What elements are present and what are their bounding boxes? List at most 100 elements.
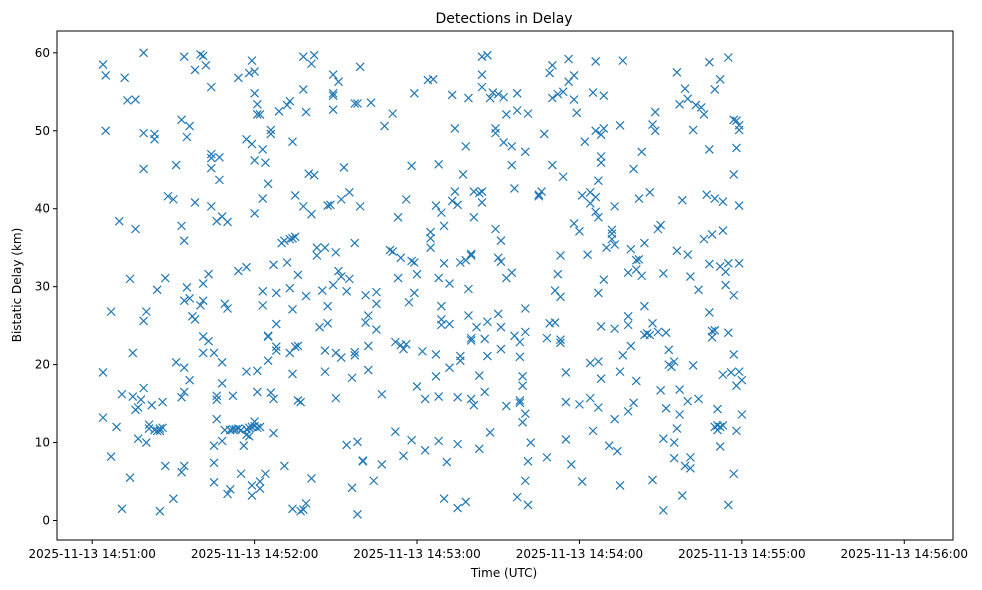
data-point <box>339 162 349 172</box>
data-point <box>298 85 308 94</box>
data-point <box>315 322 324 332</box>
data-points <box>98 48 747 519</box>
data-point <box>485 428 495 437</box>
data-point <box>301 498 311 508</box>
y-tick-label: 20 <box>35 358 50 372</box>
data-point <box>198 51 208 61</box>
data-point <box>155 424 165 433</box>
data-point <box>122 95 132 105</box>
x-axis-ticks: 2025-11-13 14:51:00 2025-11-13 14:52:00 20… <box>28 540 968 561</box>
data-point <box>334 266 343 276</box>
data-point <box>206 153 216 163</box>
data-point <box>336 272 346 281</box>
data-point <box>328 105 338 115</box>
data-point <box>250 155 260 165</box>
data-point <box>206 201 216 211</box>
data-point <box>518 417 528 427</box>
data-point <box>512 492 522 502</box>
data-point <box>141 307 151 317</box>
data-point <box>247 139 257 149</box>
data-point <box>328 70 338 80</box>
data-point <box>434 436 444 446</box>
data-point <box>493 309 503 319</box>
data-point <box>252 109 262 119</box>
data-point <box>304 169 314 179</box>
data-point <box>718 197 728 207</box>
data-point <box>501 401 511 411</box>
data-point <box>336 194 346 204</box>
data-point <box>182 132 192 142</box>
data-point <box>212 395 222 405</box>
data-point <box>255 422 265 432</box>
data-point <box>428 74 438 84</box>
data-point <box>420 445 430 455</box>
data-point <box>160 273 170 283</box>
data-point <box>631 255 641 265</box>
data-point <box>250 67 260 76</box>
data-point <box>288 504 297 514</box>
data-point <box>269 260 278 270</box>
data-point <box>223 217 232 227</box>
data-point <box>312 243 322 253</box>
data-point <box>139 316 149 326</box>
data-point <box>556 292 565 302</box>
data-point <box>707 230 717 239</box>
data-point <box>285 96 295 106</box>
data-point <box>648 120 657 129</box>
data-point <box>658 505 668 515</box>
data-point <box>464 93 473 103</box>
data-point <box>653 327 663 337</box>
data-point <box>106 307 116 317</box>
data-point <box>158 397 167 407</box>
data-point <box>252 423 262 433</box>
data-point <box>704 259 714 269</box>
data-point <box>593 176 603 186</box>
data-point <box>244 68 254 78</box>
data-point <box>723 500 733 510</box>
data-point <box>547 160 557 170</box>
data-point <box>298 201 308 211</box>
data-point <box>450 187 460 196</box>
data-point <box>447 196 457 206</box>
data-point <box>233 424 243 433</box>
data-point <box>699 109 709 119</box>
data-point <box>588 88 598 98</box>
data-point <box>445 363 454 373</box>
x-tick-label: 2025-11-13 14:56:00 <box>841 547 968 561</box>
data-point <box>520 409 530 419</box>
data-point <box>672 246 682 256</box>
data-point <box>371 299 381 309</box>
data-point <box>734 125 744 135</box>
data-point <box>247 56 257 66</box>
data-point <box>328 91 338 101</box>
data-point <box>171 357 181 367</box>
data-point <box>409 258 419 267</box>
data-point <box>307 473 316 483</box>
data-point <box>168 494 178 504</box>
data-point <box>558 87 568 97</box>
data-point <box>550 318 560 327</box>
data-point <box>247 481 257 490</box>
data-point <box>223 489 232 499</box>
x-tick-label: 2025-11-13 14:54:00 <box>516 547 643 561</box>
data-point <box>355 201 365 211</box>
data-point <box>353 509 362 519</box>
data-point <box>98 367 108 377</box>
data-point <box>650 107 660 117</box>
data-point <box>309 170 319 180</box>
data-point <box>282 100 292 110</box>
data-point <box>723 53 733 62</box>
data-point <box>558 172 568 182</box>
data-point <box>290 191 300 200</box>
data-point <box>393 273 403 283</box>
data-point <box>101 126 111 136</box>
data-point <box>307 59 316 69</box>
data-point <box>499 92 509 102</box>
data-point <box>261 158 270 168</box>
data-point <box>732 426 741 436</box>
data-point <box>688 360 698 370</box>
data-point <box>269 428 278 438</box>
data-point <box>258 194 268 204</box>
data-point <box>593 212 603 222</box>
data-point <box>520 304 530 313</box>
